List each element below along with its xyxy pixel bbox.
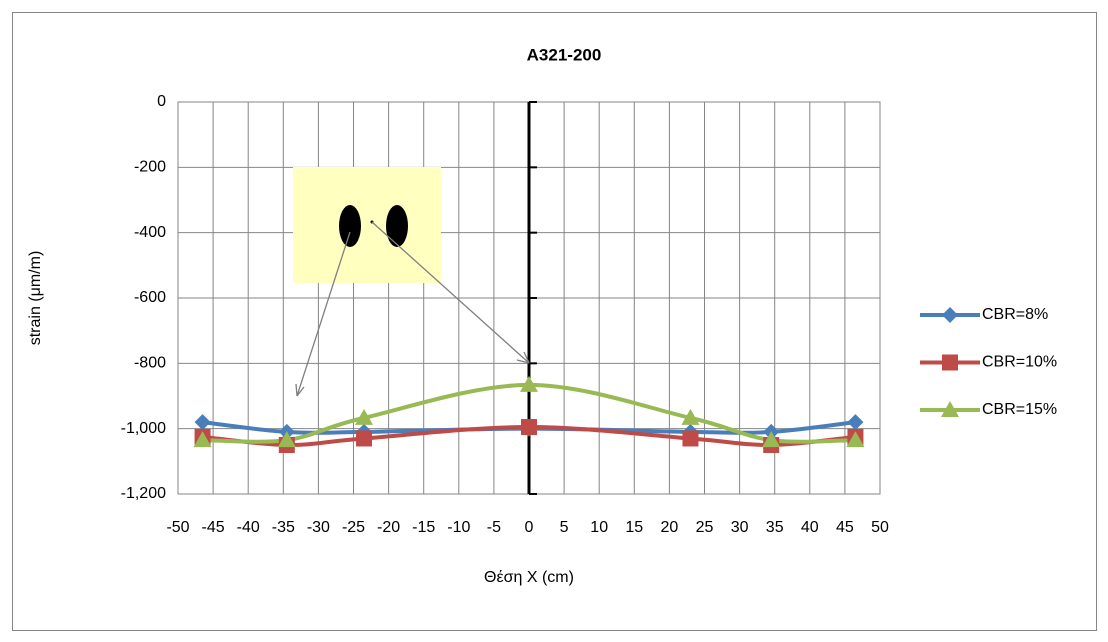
annotation (293, 167, 530, 397)
x-tick-label: 20 (661, 519, 679, 536)
x-tick-label: -30 (307, 519, 330, 536)
marker (194, 414, 211, 431)
x-tick-label: 25 (696, 519, 714, 536)
marker (762, 431, 781, 448)
marker (356, 430, 373, 447)
y-tick-label: 0 (157, 93, 166, 110)
arrow (296, 231, 351, 397)
marker (941, 401, 959, 417)
y-tick-label: -400 (134, 224, 166, 241)
x-tick-label: -45 (202, 519, 225, 536)
legend-label: CBR=10% (982, 354, 1057, 371)
wheel-left (339, 205, 361, 247)
marker (681, 408, 700, 425)
x-tick-label: 30 (731, 519, 749, 536)
x-tick-label: -5 (487, 519, 501, 536)
x-tick-label: 45 (836, 519, 854, 536)
legend: CBR=8% CBR=10% CBR=15% (920, 306, 1057, 418)
annotation-box (293, 167, 441, 283)
marker (193, 431, 212, 448)
chart-border (12, 12, 1097, 631)
x-tick-label: 10 (590, 519, 608, 536)
y-tick-label: -1,200 (121, 485, 166, 502)
x-tick-label: 5 (560, 519, 569, 536)
marker (942, 354, 958, 371)
arrow-head (516, 351, 530, 364)
marker (847, 414, 864, 431)
marker (521, 419, 537, 436)
y-tick-label: -200 (134, 159, 166, 176)
marker (942, 307, 958, 323)
x-tick-label: -40 (237, 519, 260, 536)
y-tick-label: -800 (134, 355, 166, 372)
x-tick-label: -15 (412, 519, 435, 536)
x-tick-label: -35 (272, 519, 295, 536)
marker (846, 431, 865, 448)
x-tick-label: 40 (801, 519, 819, 536)
marker (520, 375, 538, 392)
arrow-head (295, 383, 305, 397)
marker (355, 408, 374, 425)
x-tick-label: 0 (525, 519, 534, 536)
chart-title: A321-200 (527, 45, 602, 64)
y-tick-label: -600 (134, 289, 166, 306)
y-tick-label: -1,000 (121, 420, 166, 437)
marker (682, 430, 699, 447)
arrow (371, 221, 530, 364)
legend-label: CBR=15% (982, 401, 1057, 418)
marker (277, 431, 296, 448)
x-axis-label: Θέση X (cm) (484, 569, 574, 586)
x-tick-label: -20 (377, 519, 400, 536)
x-tick-label: -50 (166, 519, 189, 536)
plot-area: -50 -45 -40 -35 -30 -25 -20 -15 -10 -5 0 5 10 15 20 25 3… (121, 93, 889, 536)
y-axis-label: strain (μm/m) (27, 251, 44, 346)
x-tick-label: -10 (447, 519, 470, 536)
wheel-right (386, 205, 408, 247)
x-tick-label: 15 (625, 519, 643, 536)
x-tick-label: -25 (342, 519, 365, 536)
x-tick-label: 35 (766, 519, 784, 536)
legend-label: CBR=8% (982, 306, 1048, 323)
x-tick-label: 50 (871, 519, 889, 536)
